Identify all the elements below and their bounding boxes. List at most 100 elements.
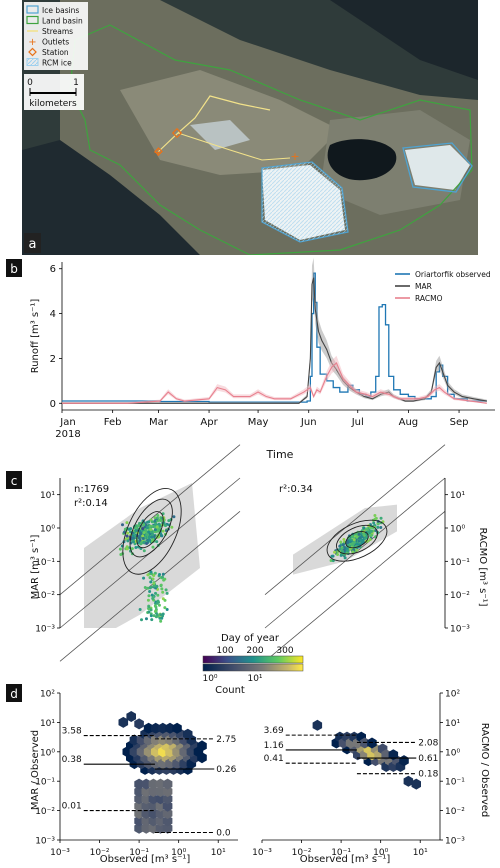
runoff-x-tick-label: Apr [200, 417, 218, 428]
quantile-label-left: 0.01 [62, 802, 82, 812]
quantile-label-right: 0.18 [418, 770, 438, 780]
scatter-y-tick-label: 10¹ [40, 491, 55, 501]
ratio-y-tick-label: 10⁰ [445, 748, 460, 758]
scatter-point [125, 534, 129, 538]
scatter-point [163, 598, 167, 602]
scatter-point [167, 519, 171, 523]
scatter-point [126, 531, 130, 535]
ratio-x-tick-label: 10⁻³ [50, 848, 70, 858]
hexbin-cell [411, 778, 421, 790]
scatter-point [152, 584, 156, 588]
scatter-point [156, 593, 160, 597]
scatter-y-tick-label: 10⁰ [40, 525, 55, 535]
density-contour [129, 498, 173, 558]
doy-colorbar [202, 655, 304, 664]
scatter-point [165, 607, 169, 611]
count-colorbar [202, 663, 304, 672]
ratio-x-tick-label: 10⁻² [90, 848, 110, 858]
scatter-point [155, 540, 159, 544]
scatter-point [146, 573, 150, 577]
scatter-point [160, 534, 164, 538]
scatter-point [161, 612, 165, 616]
scatter-point [369, 533, 373, 537]
hexbin-cell [186, 734, 197, 746]
series-band-mar [62, 257, 487, 404]
scatter-point [141, 536, 145, 540]
scatter-point [153, 534, 157, 538]
scatter-point [348, 540, 352, 544]
scatter-point [119, 552, 123, 556]
scale-left: 0 [27, 78, 33, 88]
runoff-y-label: Runoff [m³ s⁻¹] [30, 299, 41, 374]
fjord-water-north [160, 0, 478, 80]
runoff-x-tick-label: Jun [300, 417, 317, 428]
runoff-legend-label: Oriartorfik observed [415, 270, 491, 279]
ratio-x-tick-label: 10⁻¹ [129, 848, 149, 858]
outlet-marker-2: + [290, 150, 299, 163]
scatter-point [141, 534, 145, 538]
panel-letter-d: d [10, 687, 18, 701]
scatter-point [155, 585, 159, 589]
racmo-ratio-y-label: RACMO / Observed [479, 723, 490, 818]
scatter-point [158, 616, 162, 620]
outlet-marker: + [153, 146, 162, 159]
hexbin-cell [403, 775, 414, 787]
scatter-point [142, 576, 146, 580]
series-line-oriartorfik-observed [62, 272, 487, 403]
scatter-point [149, 608, 153, 612]
scatter-point [155, 525, 159, 529]
panel-letter-b: b [10, 262, 18, 276]
quantile-label-left: 0.41 [264, 754, 284, 764]
scatter-point [136, 524, 140, 528]
scatter-point [132, 540, 136, 544]
hexbin-cell [134, 718, 144, 730]
scatter-point [362, 526, 366, 530]
scatter-panels: c 10⁻³ 10⁻² 10⁻¹ 10⁰ 10¹ n:1769 r²:0.14 10⁻³ 10… [6, 444, 488, 662]
ratio-x-tick-label: 10⁻³ [252, 848, 272, 858]
runoff-legend-label: MAR [415, 282, 432, 291]
scatter-point [153, 519, 157, 523]
scatter-point [130, 547, 134, 551]
scatter-point [376, 525, 380, 529]
panel-letter-d-box [6, 684, 22, 702]
runoff-y-tick-label: 4 [50, 309, 56, 320]
snow-patch [190, 120, 250, 150]
runoff-x-label: Time [266, 448, 294, 461]
legend-label-5: RCM ice [42, 59, 72, 68]
legend-label-4: Station [42, 48, 69, 57]
hexbin-cell [162, 793, 173, 805]
panel-letter-c: c [11, 474, 18, 488]
runoff-y-tick-label: 6 [50, 264, 56, 275]
mar-ratio-x-label: Observed [m³ s⁻¹] [100, 854, 191, 865]
scatter-point [147, 610, 151, 614]
density-contour [122, 487, 182, 575]
scatter-y-tick-label: 10⁻² [450, 591, 470, 601]
scatter-point [160, 587, 164, 591]
runoff-y-tick-label: 0 [50, 399, 56, 410]
scatter-point [134, 529, 138, 533]
scatter-point [146, 598, 150, 602]
runoff-legend-label: RACMO [415, 294, 443, 303]
scatter-point [150, 618, 154, 622]
scatter-point [157, 522, 161, 526]
scatter-point [379, 516, 383, 520]
density-contour [335, 524, 379, 555]
scatter-point [150, 593, 154, 597]
scatter-point [142, 549, 146, 553]
runoff-x-tick-label: Sep [450, 417, 469, 428]
scatter-y-tick-label: 10⁻² [35, 591, 55, 601]
scatter-point [152, 614, 156, 618]
scatter-point [126, 539, 130, 543]
ratio-x-tick-label: 10¹ [413, 848, 428, 858]
panel-letter-c-box [6, 471, 22, 489]
hexbin-cell [118, 716, 129, 728]
scatter-point [134, 545, 138, 549]
hexbin-cell [388, 749, 399, 761]
scatter-point [352, 538, 356, 542]
panel-letter-b-box [6, 259, 22, 277]
scatter-y-tick-label: 10⁻³ [450, 625, 470, 635]
scatter-point [148, 586, 152, 590]
scatter-point [148, 524, 152, 528]
scatter-point [342, 537, 346, 541]
